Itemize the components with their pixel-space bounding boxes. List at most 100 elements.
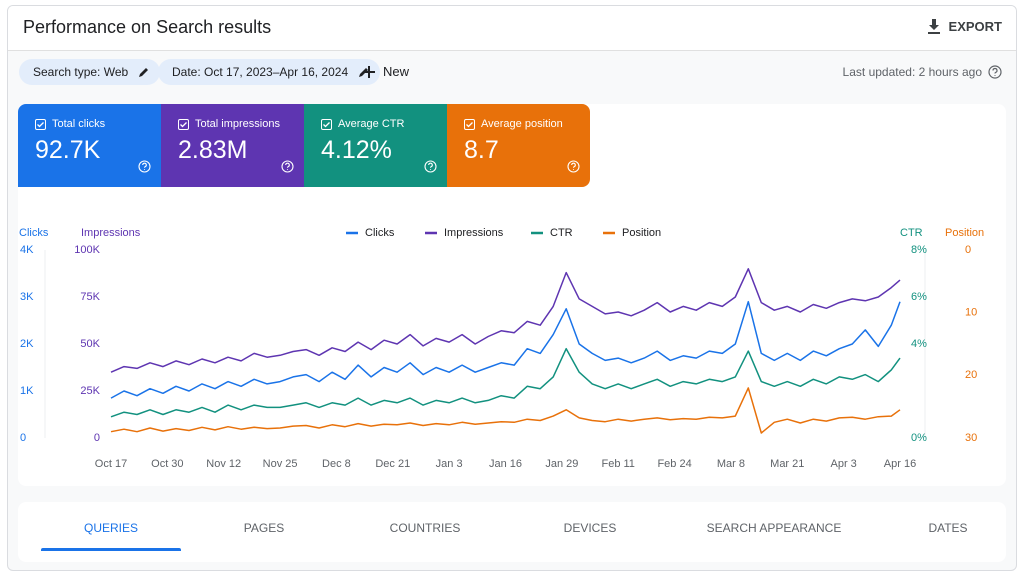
series-line (110, 347, 901, 418)
y-tick-label: 20 (965, 369, 977, 381)
search-console-panel: Performance on Search results EXPORT Sea… (7, 5, 1017, 571)
y-tick-label: 8% (911, 244, 927, 256)
y-tick-label: 2K (20, 338, 34, 350)
help-icon[interactable] (424, 160, 437, 178)
x-tick-label: Nov 25 (263, 458, 298, 470)
metric-value: 2.83M (178, 136, 248, 164)
export-label: EXPORT (948, 18, 1002, 34)
x-tick-label: Mar 8 (717, 458, 745, 470)
metric-card[interactable]: Total impressions 2.83M (161, 104, 304, 187)
new-filter-button[interactable]: New (363, 64, 409, 79)
download-icon (927, 19, 940, 34)
x-tick-label: Oct 30 (151, 458, 183, 470)
help-icon[interactable] (281, 160, 294, 178)
tab[interactable]: COUNTRIES (389, 521, 461, 535)
help-glyph (281, 160, 294, 173)
checkbox-icon (178, 118, 189, 130)
y-tick-label: 25K (80, 385, 100, 397)
x-tick-label: Jan 16 (489, 458, 522, 470)
metric-header: Average CTR (321, 118, 447, 130)
axis-title: Position (945, 227, 984, 239)
x-tick-label: Apr 3 (830, 458, 856, 470)
y-tick-label: 0 (94, 432, 100, 444)
legend-label: Impressions (444, 227, 504, 239)
checkbox-icon (35, 118, 46, 130)
help-icon[interactable] (567, 160, 580, 178)
report-tabs: QUERIES PAGES COUNTRIES DEVICES SEARCH APPEA… (18, 502, 1006, 562)
legend-label: CTR (550, 227, 573, 239)
chip-label: Date: Oct 17, 2023–Apr 16, 2024 (172, 65, 349, 79)
y-tick-label: 100K (74, 244, 100, 256)
performance-chart: Clicks 0 1K 2K 3K 4K Impressions 0 25K 50K 75K 100K… (19, 227, 984, 470)
filter-chip[interactable]: Search type: Web (19, 59, 161, 85)
x-tick-label: Jan 3 (436, 458, 463, 470)
metric-card[interactable]: Total clicks 92.7K (18, 104, 161, 187)
x-tick-label: Oct 17 (95, 458, 127, 470)
tab[interactable]: SEARCH APPEARANCE (706, 521, 842, 535)
filter-chip[interactable]: Date: Oct 17, 2023–Apr 16, 2024 (158, 59, 381, 85)
active-tab-indicator (41, 548, 181, 551)
series-line (110, 387, 901, 434)
x-tick-label: Dec 21 (375, 458, 410, 470)
checkbox-icon (321, 118, 332, 130)
y-tick-label: 0% (911, 432, 927, 444)
x-tick-label: Feb 11 (601, 458, 634, 470)
help-icon[interactable] (988, 65, 1002, 79)
help-glyph (138, 160, 151, 173)
header: Performance on Search results EXPORT (8, 6, 1016, 51)
checkbox-icon (464, 118, 475, 130)
axis-title: Clicks (19, 227, 49, 239)
y-tick-label: 0 (965, 244, 971, 256)
help-glyph (567, 160, 580, 173)
new-label: New (383, 64, 410, 79)
metric-label: Total clicks (52, 118, 106, 130)
export-button[interactable]: EXPORT (927, 18, 1002, 34)
y-tick-label: 1K (20, 385, 34, 397)
metric-label: Total impressions (195, 118, 280, 130)
tab[interactable]: DATES (928, 521, 968, 535)
metric-value: 4.12% (321, 136, 392, 164)
x-tick-label: Apr 16 (884, 458, 916, 470)
x-tick-label: Dec 8 (322, 458, 351, 470)
metric-card[interactable]: Average position 8.7 (447, 104, 590, 187)
y-tick-label: 4% (911, 338, 927, 350)
edit-icon (139, 68, 149, 77)
x-tick-label: Nov 12 (206, 458, 241, 470)
metric-label: Average CTR (338, 118, 405, 130)
last-updated-text: Last updated: 2 hours ago (842, 65, 982, 79)
legend-label: Position (622, 227, 661, 239)
plus-icon (363, 65, 375, 78)
x-tick-label: Feb 24 (657, 458, 691, 470)
tab[interactable]: QUERIES (83, 521, 138, 535)
y-tick-label: 4K (20, 244, 34, 256)
y-tick-label: 3K (20, 291, 34, 303)
metric-card[interactable]: Average CTR 4.12% (304, 104, 447, 187)
metric-value: 92.7K (35, 136, 101, 164)
y-tick-label: 75K (80, 291, 100, 303)
y-tick-label: 50K (80, 338, 100, 350)
y-tick-label: 30 (965, 432, 977, 444)
axis-title: CTR (900, 227, 923, 239)
help-icon[interactable] (138, 160, 151, 178)
metric-value: 8.7 (464, 136, 499, 164)
x-tick-label: Jan 29 (545, 458, 578, 470)
series-line (110, 300, 901, 399)
metric-header: Total impressions (178, 118, 304, 130)
x-tick-label: Mar 21 (770, 458, 804, 470)
y-tick-label: 10 (965, 307, 977, 319)
tab[interactable]: DEVICES (563, 521, 617, 535)
y-tick-label: 0 (20, 432, 26, 444)
page-title: Performance on Search results (23, 17, 272, 37)
help-glyph (424, 160, 437, 173)
tab[interactable]: PAGES (243, 521, 285, 535)
last-updated: Last updated: 2 hours ago (843, 65, 1002, 79)
axis-title: Impressions (81, 227, 141, 239)
chip-label: Search type: Web (33, 65, 129, 79)
legend-label: Clicks (365, 227, 395, 239)
y-tick-label: 6% (911, 291, 927, 303)
series-line (110, 268, 901, 373)
metric-header: Average position (464, 118, 590, 130)
metric-label: Average position (481, 118, 563, 130)
metric-header: Total clicks (35, 118, 161, 130)
